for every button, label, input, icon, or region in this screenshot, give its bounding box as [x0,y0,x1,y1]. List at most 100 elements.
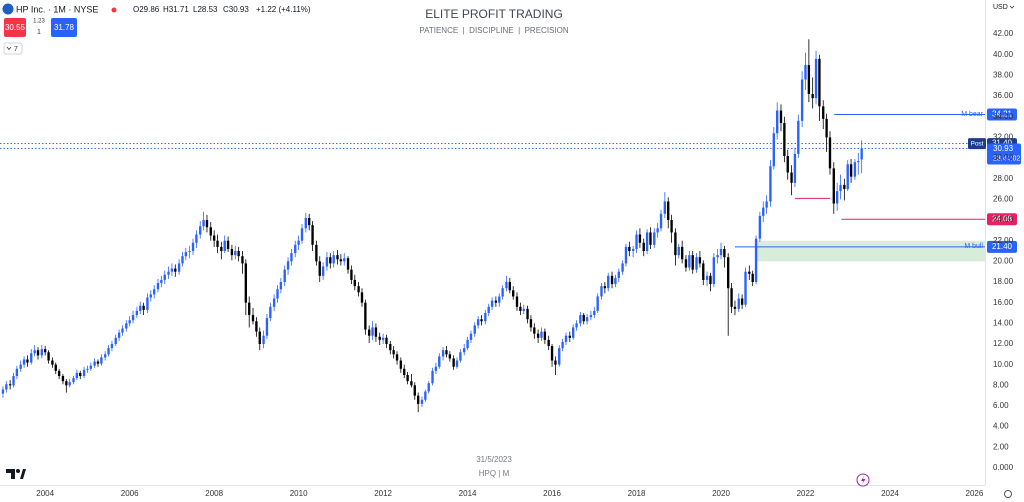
candle-body [149,294,152,298]
candle-body [79,372,82,377]
sell-button[interactable] [4,18,26,37]
candle-body [653,232,656,245]
candle-body [107,348,110,355]
candle-body [146,297,149,310]
candle-body [54,364,57,371]
candle-body [230,248,234,256]
candle-body [152,289,156,295]
level-price-box [987,213,1017,226]
candle-body [255,321,258,332]
logo-part [11,469,15,479]
candle-body [297,240,300,245]
candle-body [47,352,50,361]
candle-body [100,357,103,364]
candle-body [65,381,68,386]
candle-body [8,384,12,386]
ohlc-close: C30.93 [223,5,249,14]
candle-body [75,372,79,379]
candle-body [96,361,100,364]
candle-body [156,283,160,290]
x-tick-label: 2022 [797,489,815,498]
candle-body [33,350,36,354]
candle-body [279,282,283,290]
candle-body [424,391,427,400]
x-tick-label: 2012 [374,489,392,498]
candle-body [276,289,279,299]
y-tick-label: 0.000 [993,463,1014,472]
candle-body [212,235,216,241]
y-tick-label: 36.00 [993,91,1014,100]
x-tick-label: 2020 [712,489,730,498]
candle-body [427,383,430,392]
candle-body [434,366,438,371]
candle-body [536,333,540,338]
settings-icon[interactable] [1004,490,1012,498]
candle-body [765,201,768,208]
candle-body [121,328,124,333]
candle-body [26,359,29,363]
candle-body [857,161,860,163]
candle-body [688,255,691,268]
candle-body [12,376,15,386]
candle-body [822,106,825,119]
candle-body [515,296,519,307]
candle-body [378,336,381,340]
level-price-label: 34.21 [992,110,1013,119]
quantity[interactable]: 1 [37,29,41,36]
candle-body [593,310,596,316]
candle-body [304,217,307,229]
indicators-toggle[interactable] [3,42,23,55]
candle-body [128,320,131,324]
candle-body [719,248,723,256]
candle-body [1,389,5,394]
candle-body [476,319,480,326]
candle-body [416,395,420,404]
candle-body [642,242,645,252]
currency-chevron [1009,5,1015,9]
y-tick-label: 24.00 [993,215,1014,224]
buy-price: 31.78 [54,23,75,32]
logo-part [6,469,15,473]
candle-body [670,220,673,233]
y-tick-label: 42.00 [993,29,1014,38]
y-tick-label: 28.00 [993,174,1014,183]
logo-part [20,469,26,479]
candle-body [262,335,265,344]
candle-body [631,248,635,252]
candle-body [698,257,702,264]
y-tick-label: 12.00 [993,339,1014,348]
symbol-logo [2,3,14,15]
candle-body [357,286,360,293]
candle-body [667,201,670,221]
chart-title: ELITE PROFIT TRADING [425,7,563,21]
y-tick-label: 22.00 [993,236,1014,245]
tv-logo[interactable] [6,469,26,479]
level-price-label: 21.40 [992,242,1013,251]
x-tick-label: 2004 [36,489,54,498]
candle-body [754,238,758,283]
candle-body [818,58,821,107]
currency[interactable]: USD [993,4,1008,11]
candle-body [420,399,424,404]
candle-body [811,94,814,99]
candle-body [702,263,705,280]
candle-body [786,155,789,173]
candle-body [772,133,775,167]
candle-body [508,282,512,291]
candle-body [596,296,599,311]
candle-body [610,275,614,285]
buy-button[interactable] [51,18,77,37]
candle-body [617,271,620,278]
candle-body [564,335,568,342]
candle-body [89,365,92,369]
post-tag [968,138,986,150]
candle-body [332,255,335,264]
candle-body [730,288,733,307]
candle-body [505,282,508,289]
symbol-title[interactable]: HP Inc. · 1M · NYSE [16,4,98,14]
candle-body [19,364,22,369]
candle-body [321,266,325,276]
candle-body [22,359,26,365]
candle-body [177,263,181,272]
candle-body [614,277,617,285]
